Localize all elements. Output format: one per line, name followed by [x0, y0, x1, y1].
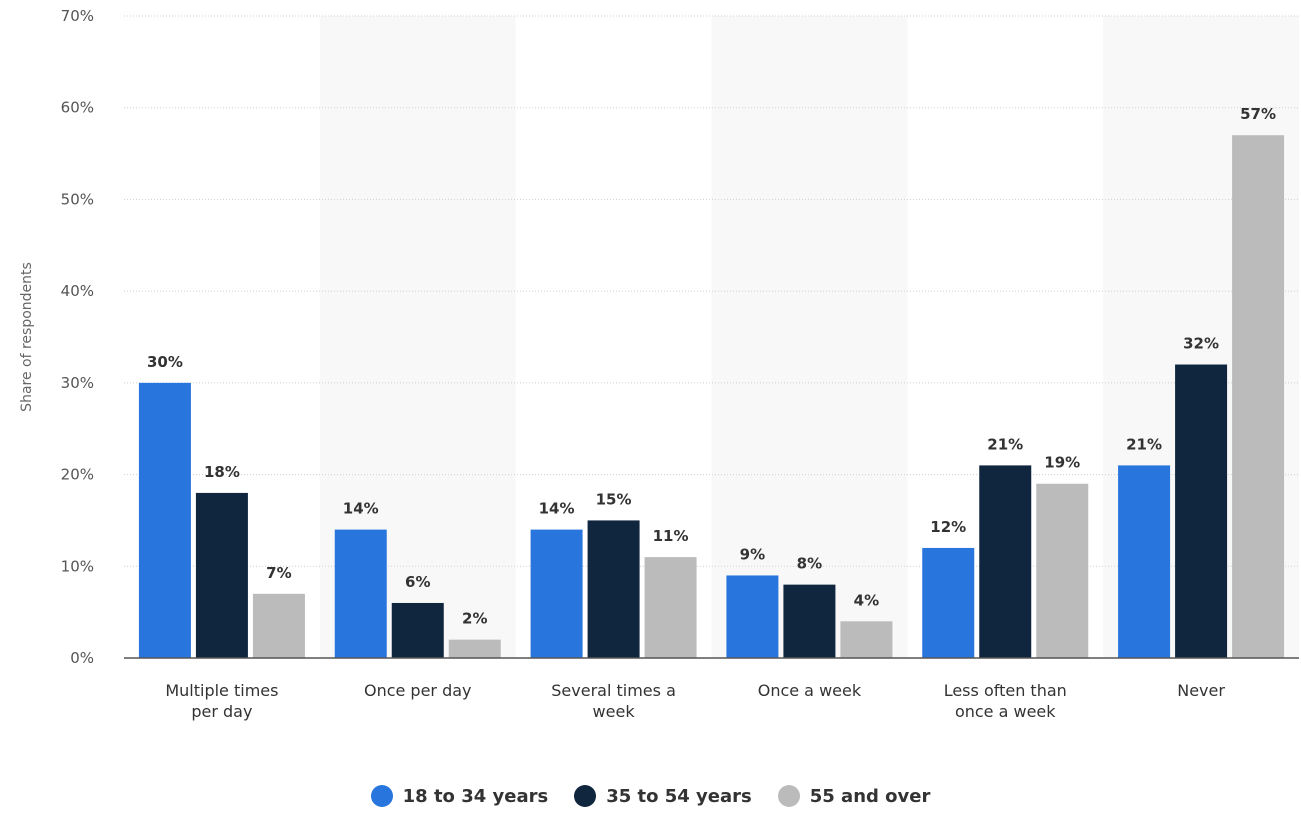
legend-item-series-2[interactable]: 35 to 54 years	[574, 785, 752, 807]
data-label: 4%	[854, 591, 879, 609]
y-tick-label: 10%	[61, 557, 94, 575]
data-label: 6%	[405, 573, 430, 591]
bar[interactable]	[334, 529, 387, 658]
bar[interactable]	[979, 465, 1032, 658]
legend-marker-series-3	[777, 785, 800, 807]
data-label: 8%	[797, 555, 822, 573]
bar[interactable]	[1118, 465, 1171, 658]
bar[interactable]	[922, 547, 975, 658]
x-tick-label: Once a week	[758, 681, 862, 700]
category-band	[711, 16, 908, 658]
bar[interactable]	[1175, 364, 1228, 658]
data-label: 11%	[653, 527, 689, 545]
gridlines	[124, 15, 1299, 567]
legend-label-series-3: 55 and over	[809, 785, 931, 807]
data-label: 30%	[147, 353, 183, 371]
data-label: 19%	[1044, 454, 1080, 472]
bar[interactable]	[138, 382, 191, 658]
x-tick-label: Once per day	[364, 681, 472, 700]
data-label: 57%	[1240, 105, 1276, 123]
data-label: 21%	[987, 435, 1023, 453]
legend-marker-series-2	[574, 785, 597, 807]
data-label: 32%	[1183, 335, 1219, 353]
y-tick-label: 70%	[61, 7, 94, 25]
data-label: 21%	[1126, 435, 1162, 453]
data-label: 7%	[266, 564, 291, 582]
bar[interactable]	[195, 492, 248, 658]
bar[interactable]	[783, 584, 836, 658]
bar[interactable]	[644, 557, 697, 658]
legend: 18 to 34 years 35 to 54 years 55 and ove…	[0, 785, 1301, 807]
data-label: 9%	[740, 545, 765, 563]
bar[interactable]	[391, 602, 444, 658]
y-tick-label: 50%	[61, 190, 94, 208]
bar[interactable]	[587, 520, 640, 658]
bar[interactable]	[1036, 483, 1089, 658]
x-axis-labels: Multiple times per day Once per day Several…	[165, 681, 1225, 721]
legend-label-series-1: 18 to 34 years	[402, 785, 549, 807]
data-label: 14%	[343, 500, 379, 518]
legend-marker-series-1	[370, 785, 393, 807]
data-label: 18%	[204, 463, 240, 481]
y-axis-ticks: 0% 10% 20% 30% 40% 50% 60% 70%	[61, 7, 94, 667]
y-tick-label: 0%	[70, 649, 94, 667]
y-tick-label: 40%	[61, 282, 94, 300]
data-label: 15%	[596, 490, 632, 508]
bar[interactable]	[448, 639, 501, 658]
bar[interactable]	[840, 621, 893, 658]
data-label: 14%	[539, 500, 575, 518]
y-tick-label: 20%	[61, 466, 94, 484]
y-tick-label: 60%	[61, 99, 94, 117]
bar[interactable]	[726, 575, 779, 658]
y-tick-label: 30%	[61, 374, 94, 392]
data-label: 12%	[930, 518, 966, 536]
bar[interactable]	[1232, 135, 1285, 658]
bar[interactable]	[530, 529, 583, 658]
bars	[138, 135, 1285, 658]
y-axis-title: Share of respondents	[19, 262, 35, 412]
legend-item-series-3[interactable]: 55 and over	[777, 785, 931, 807]
x-tick-label: Less often than once a week	[944, 681, 1067, 721]
x-tick-label: Never	[1177, 681, 1225, 700]
data-labels: 30% 14% 14% 9% 12% 21% 18% 6% 15% 8% 21% 32% 7% 2% 11%…	[147, 105, 1276, 627]
legend-label-series-2: 35 to 54 years	[606, 785, 752, 807]
x-tick-label: Multiple times per day	[165, 681, 278, 721]
legend-item-series-1[interactable]: 18 to 34 years	[370, 785, 549, 807]
data-label: 2%	[462, 610, 487, 628]
bar[interactable]	[252, 593, 305, 658]
x-tick-label: Several times a week	[551, 681, 676, 721]
bar-chart: 0% 10% 20% 30% 40% 50% 60% 70% 30% 14% 14% 9% 12% 21…	[19, 7, 1299, 721]
